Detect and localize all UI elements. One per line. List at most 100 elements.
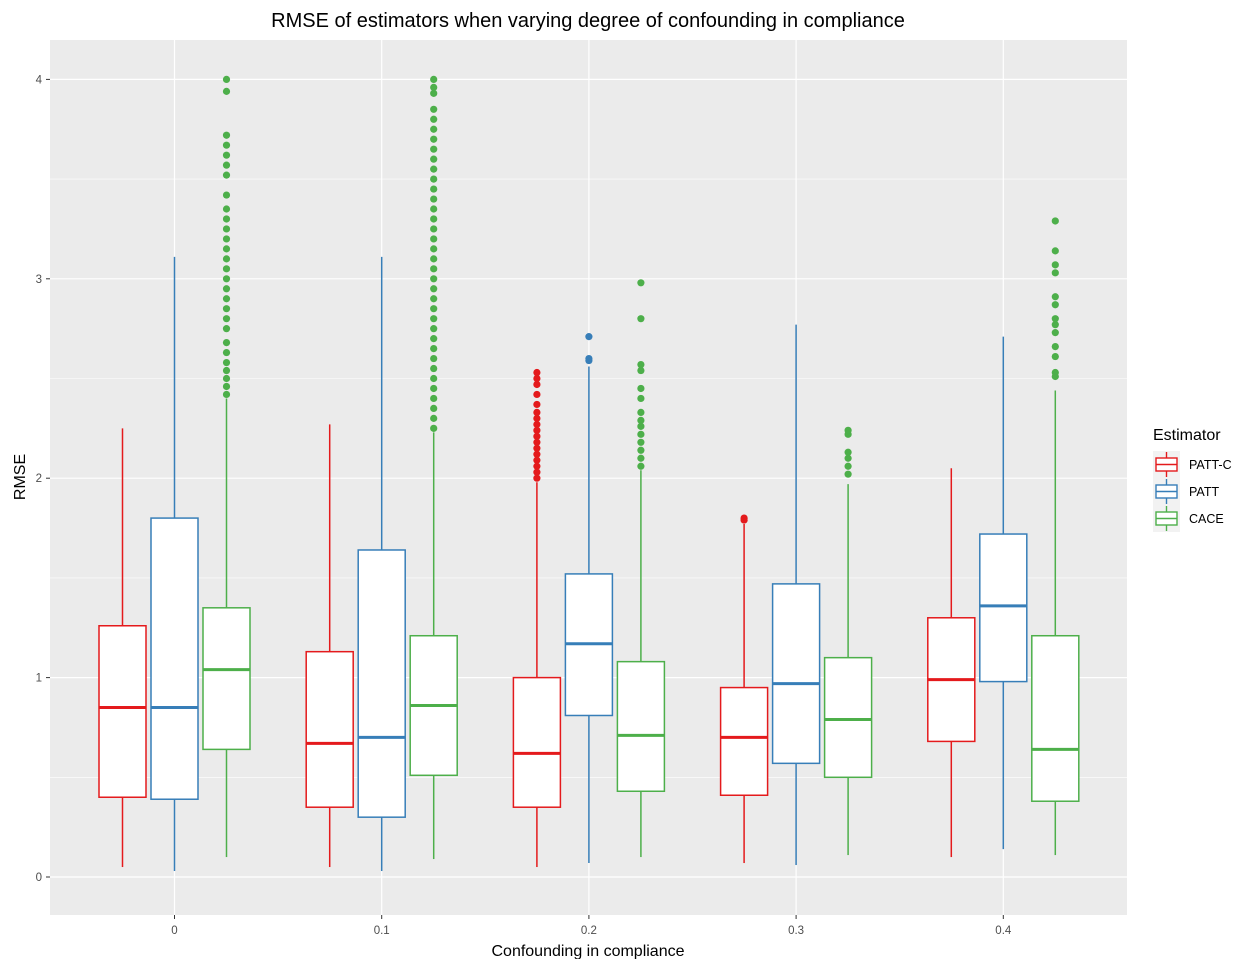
x-axis-ticks: 0 0.1 0.2 0.3 0.4 [171, 915, 1012, 937]
outlier-point [637, 430, 645, 438]
outlier-point [222, 151, 231, 159]
outlier-point [430, 105, 438, 113]
outlier-point [222, 366, 231, 375]
outlier-point [637, 394, 645, 403]
outlier-point [533, 462, 541, 470]
outlier-point [430, 75, 438, 83]
outlier-point [637, 279, 645, 287]
y-tick-label: 2 [36, 473, 42, 485]
outlier-point [430, 414, 438, 422]
legend-item: PATT [1153, 478, 1219, 505]
outlier-point [430, 175, 438, 183]
outlier-point [430, 235, 438, 243]
outlier-point [740, 514, 748, 522]
outlier-point [844, 426, 852, 434]
box [512, 676, 562, 808]
outlier-point [430, 354, 438, 363]
series-cace [202, 75, 1080, 860]
outlier-point [533, 432, 541, 440]
box [150, 517, 199, 800]
x-tick-label: 0.3 [788, 925, 804, 937]
outlier-point [1051, 352, 1059, 361]
outlier-point [1051, 269, 1059, 277]
outlier-point [222, 141, 231, 149]
outlier-point [222, 171, 231, 179]
legend-item: PATT-C [1153, 451, 1232, 478]
outlier-point [222, 255, 231, 263]
outlier-point [430, 115, 438, 123]
box [305, 650, 354, 808]
outlier-point [637, 422, 645, 430]
outlier-point [430, 255, 438, 263]
legend-item: CACE [1153, 505, 1224, 532]
outlier-point [533, 414, 541, 422]
series-patt [150, 256, 1028, 872]
legend-label: PATT [1189, 485, 1219, 499]
outlier-point [1051, 342, 1059, 351]
outlier-point [637, 438, 645, 446]
outlier-point [844, 454, 852, 462]
outlier-point [430, 215, 438, 223]
outlier-point [430, 305, 438, 313]
outlier-point [222, 235, 231, 243]
outlier-point [430, 384, 438, 393]
legend-label: PATT-C [1189, 458, 1232, 472]
outlier-point [1051, 301, 1059, 309]
y-axis-ticks: 0 1 2 3 4 [36, 74, 50, 884]
x-tick-label: 0.2 [581, 925, 597, 937]
outlier-point [222, 358, 231, 367]
outlier-point [637, 408, 645, 416]
outlier-point [1051, 293, 1059, 301]
y-axis-title: RMSE [12, 454, 29, 500]
outlier-point [533, 390, 541, 399]
outlier-point [222, 191, 231, 199]
box [357, 549, 406, 818]
box [719, 686, 769, 796]
outlier-point [430, 295, 438, 303]
outlier-point [222, 382, 231, 391]
y-tick-label: 4 [36, 74, 43, 86]
outlier-point [637, 366, 645, 375]
outlier-point [1051, 329, 1059, 337]
outlier-point [533, 468, 541, 476]
outlier-point [222, 245, 231, 253]
outlier-point [430, 374, 438, 383]
outlier-point [222, 305, 231, 313]
outlier-point [430, 265, 438, 273]
outlier-point [222, 75, 231, 83]
legend: Estimator PATT-C PATT CACE [1153, 427, 1232, 532]
outlier-point [222, 225, 231, 233]
series-patt-c [98, 368, 976, 868]
outlier-point [430, 195, 438, 203]
outlier-point [222, 315, 231, 323]
outlier-point [430, 135, 438, 143]
outlier-point [1051, 368, 1059, 377]
outlier-point [637, 360, 645, 369]
outlier-point [430, 165, 438, 173]
outlier-point [430, 225, 438, 233]
outlier-point [430, 155, 438, 163]
outlier-point [637, 384, 645, 393]
outlier-point [533, 420, 541, 428]
box [616, 660, 666, 793]
outlier-point [222, 325, 231, 333]
x-tick-label: 0.1 [374, 925, 390, 937]
outlier-point [222, 87, 231, 95]
chart-title: RMSE of estimators when varying degree o… [271, 10, 905, 32]
outlier-point [222, 390, 231, 399]
outlier-point [430, 315, 438, 323]
outlier-point [637, 454, 645, 462]
outlier-point [533, 368, 541, 377]
outlier-point [637, 416, 645, 424]
box [98, 625, 147, 798]
outlier-point [430, 125, 438, 133]
outlier-point [430, 275, 438, 283]
outlier-point [430, 205, 438, 213]
box [823, 656, 873, 779]
x-axis-title: Confounding in compliance [491, 943, 684, 959]
outlier-point [637, 315, 645, 323]
outlier-point [222, 215, 231, 223]
outlier-point [1051, 217, 1059, 225]
outlier-point [222, 161, 231, 169]
